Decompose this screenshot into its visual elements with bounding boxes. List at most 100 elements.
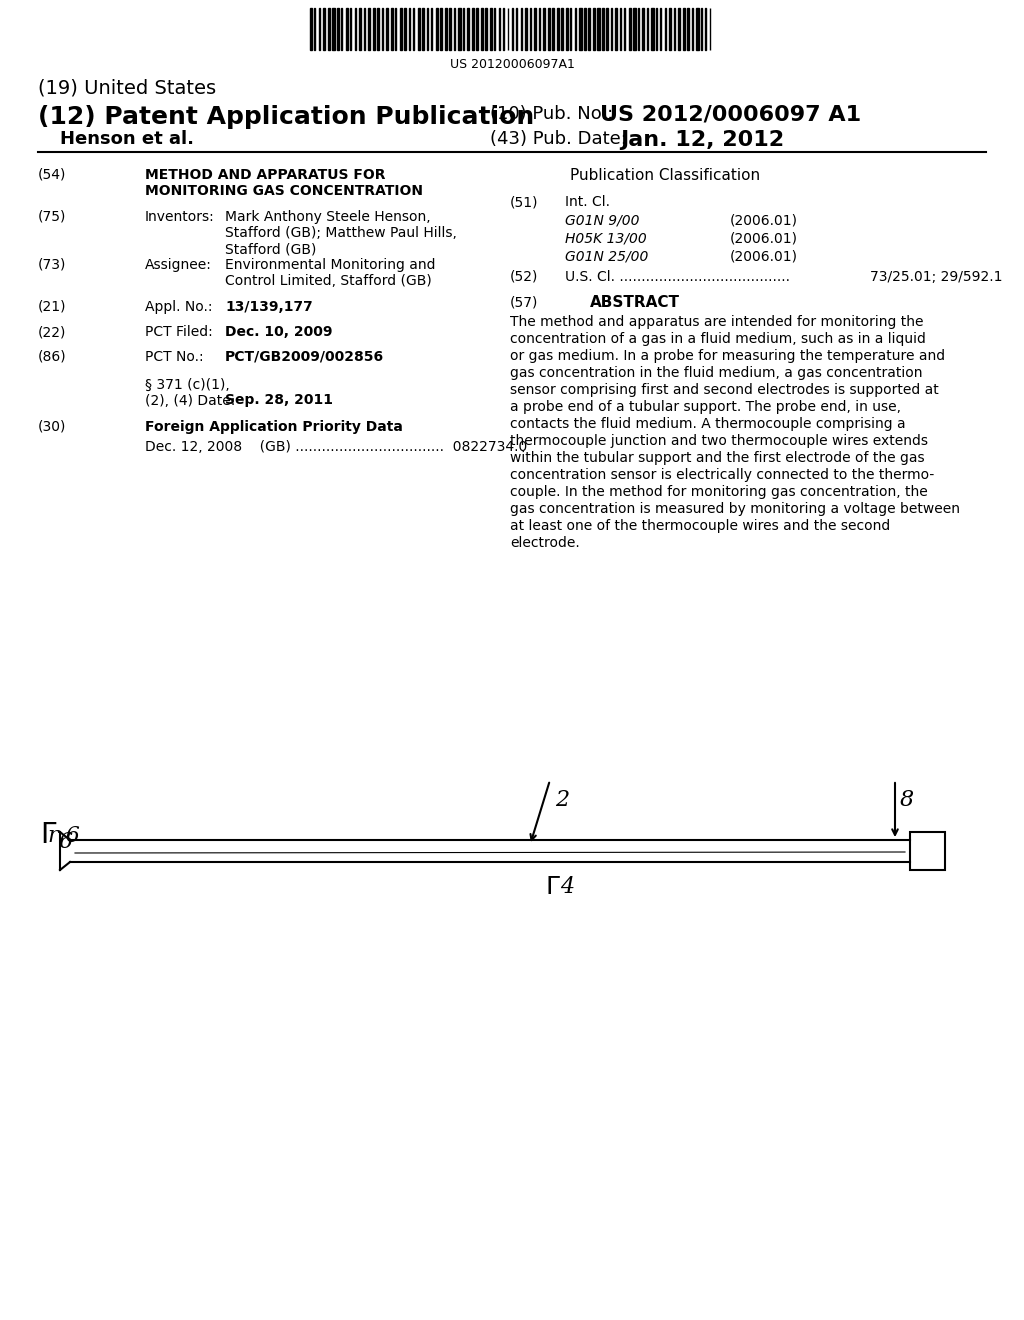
Bar bbox=[435, 8, 438, 50]
Bar bbox=[629, 8, 632, 50]
Text: G01N 25/00: G01N 25/00 bbox=[565, 249, 648, 263]
Text: 8: 8 bbox=[900, 789, 914, 810]
Bar bbox=[333, 8, 335, 50]
Text: within the tubular support and the first electrode of the gas: within the tubular support and the first… bbox=[510, 451, 925, 465]
Text: Assignee:: Assignee: bbox=[145, 257, 212, 272]
Text: Mark Anthony Steele Henson,
Stafford (GB); Matthew Paul Hills,
Stafford (GB): Mark Anthony Steele Henson, Stafford (GB… bbox=[225, 210, 457, 256]
Bar bbox=[597, 8, 600, 50]
Bar bbox=[414, 8, 415, 50]
Text: contacts the fluid medium. A thermocouple comprising a: contacts the fluid medium. A thermocoupl… bbox=[510, 417, 905, 432]
Bar bbox=[503, 8, 505, 50]
Bar bbox=[660, 8, 662, 50]
Bar bbox=[530, 8, 531, 50]
Text: Int. Cl.: Int. Cl. bbox=[565, 195, 610, 209]
Text: $\Gamma$: $\Gamma$ bbox=[40, 821, 57, 849]
Bar bbox=[570, 8, 571, 50]
Text: (12) Patent Application Publication: (12) Patent Application Publication bbox=[38, 106, 535, 129]
Text: Jan. 12, 2012: Jan. 12, 2012 bbox=[620, 129, 784, 150]
Bar bbox=[310, 8, 312, 50]
Bar bbox=[346, 8, 347, 50]
Bar bbox=[638, 8, 639, 50]
Text: METHOD AND APPARATUS FOR
MONITORING GAS CONCENTRATION: METHOD AND APPARATUS FOR MONITORING GAS … bbox=[145, 168, 423, 198]
Text: H05K 13/00: H05K 13/00 bbox=[565, 231, 647, 246]
Text: (2006.01): (2006.01) bbox=[730, 249, 798, 263]
Text: PCT Filed:: PCT Filed: bbox=[145, 325, 213, 339]
Text: thermocouple junction and two thermocouple wires extends: thermocouple junction and two thermocoup… bbox=[510, 434, 928, 447]
Bar bbox=[404, 8, 407, 50]
Bar bbox=[552, 8, 554, 50]
Text: electrode.: electrode. bbox=[510, 536, 580, 550]
Bar bbox=[669, 8, 671, 50]
Text: 13/139,177: 13/139,177 bbox=[225, 300, 312, 314]
Bar bbox=[625, 8, 626, 50]
Bar bbox=[674, 8, 675, 50]
Bar bbox=[548, 8, 551, 50]
Bar bbox=[319, 8, 321, 50]
Bar bbox=[678, 8, 680, 50]
Text: (73): (73) bbox=[38, 257, 67, 272]
Text: 73/25.01; 29/592.1: 73/25.01; 29/592.1 bbox=[870, 271, 1002, 284]
Text: Sep. 28, 2011: Sep. 28, 2011 bbox=[225, 393, 333, 407]
Text: (43) Pub. Date:: (43) Pub. Date: bbox=[490, 129, 627, 148]
Text: (19) United States: (19) United States bbox=[38, 78, 216, 96]
Bar bbox=[589, 8, 590, 50]
Bar bbox=[602, 8, 604, 50]
Bar bbox=[606, 8, 607, 50]
Bar bbox=[324, 8, 325, 50]
Bar bbox=[544, 8, 545, 50]
Text: concentration sensor is electrically connected to the thermo-: concentration sensor is electrically con… bbox=[510, 469, 934, 482]
Text: Appl. No.:: Appl. No.: bbox=[145, 300, 213, 314]
Text: PCT/GB2009/002856: PCT/GB2009/002856 bbox=[225, 350, 384, 364]
Bar bbox=[450, 8, 452, 50]
Bar bbox=[655, 8, 657, 50]
Text: $\Gamma$: $\Gamma$ bbox=[545, 875, 561, 899]
Text: Environmental Monitoring and
Control Limited, Stafford (GB): Environmental Monitoring and Control Lim… bbox=[225, 257, 435, 288]
Bar bbox=[651, 8, 653, 50]
Bar bbox=[409, 8, 411, 50]
Bar bbox=[525, 8, 527, 50]
Text: (75): (75) bbox=[38, 210, 67, 224]
Bar bbox=[476, 8, 478, 50]
Bar bbox=[593, 8, 595, 50]
Bar bbox=[422, 8, 424, 50]
Text: couple. In the method for monitoring gas concentration, the: couple. In the method for monitoring gas… bbox=[510, 484, 928, 499]
Text: (21): (21) bbox=[38, 300, 67, 314]
Bar bbox=[444, 8, 447, 50]
Bar bbox=[512, 8, 513, 50]
Bar bbox=[642, 8, 644, 50]
Bar bbox=[647, 8, 648, 50]
Text: 6: 6 bbox=[58, 832, 72, 853]
Text: Inventors:: Inventors: bbox=[145, 210, 215, 224]
Bar bbox=[683, 8, 685, 50]
Text: (57): (57) bbox=[510, 294, 539, 309]
Bar bbox=[440, 8, 442, 50]
Text: U.S. Cl. .......................................: U.S. Cl. ...............................… bbox=[565, 271, 790, 284]
Bar bbox=[382, 8, 383, 50]
Bar bbox=[521, 8, 522, 50]
Bar bbox=[369, 8, 370, 50]
Text: (2006.01): (2006.01) bbox=[730, 231, 798, 246]
Text: Dec. 12, 2008    (GB) ..................................  0822734.0: Dec. 12, 2008 (GB) .....................… bbox=[145, 440, 527, 454]
Bar bbox=[418, 8, 420, 50]
Text: 2: 2 bbox=[555, 789, 569, 810]
Bar bbox=[480, 8, 483, 50]
Bar bbox=[535, 8, 536, 50]
Text: (10) Pub. No.:: (10) Pub. No.: bbox=[490, 106, 613, 123]
Bar bbox=[337, 8, 339, 50]
Text: ABSTRACT: ABSTRACT bbox=[590, 294, 680, 310]
Bar bbox=[620, 8, 621, 50]
Bar bbox=[539, 8, 540, 50]
Bar bbox=[355, 8, 356, 50]
Text: § 371 (c)(1),
(2), (4) Date:: § 371 (c)(1), (2), (4) Date: bbox=[145, 378, 236, 408]
Bar bbox=[454, 8, 456, 50]
Bar bbox=[377, 8, 379, 50]
Bar bbox=[687, 8, 688, 50]
Bar bbox=[489, 8, 492, 50]
Text: (52): (52) bbox=[510, 271, 539, 284]
Bar bbox=[467, 8, 469, 50]
Bar bbox=[391, 8, 393, 50]
Text: (2006.01): (2006.01) bbox=[730, 213, 798, 227]
Text: US 2012/0006097 A1: US 2012/0006097 A1 bbox=[600, 106, 861, 125]
Bar bbox=[557, 8, 559, 50]
Bar bbox=[665, 8, 666, 50]
